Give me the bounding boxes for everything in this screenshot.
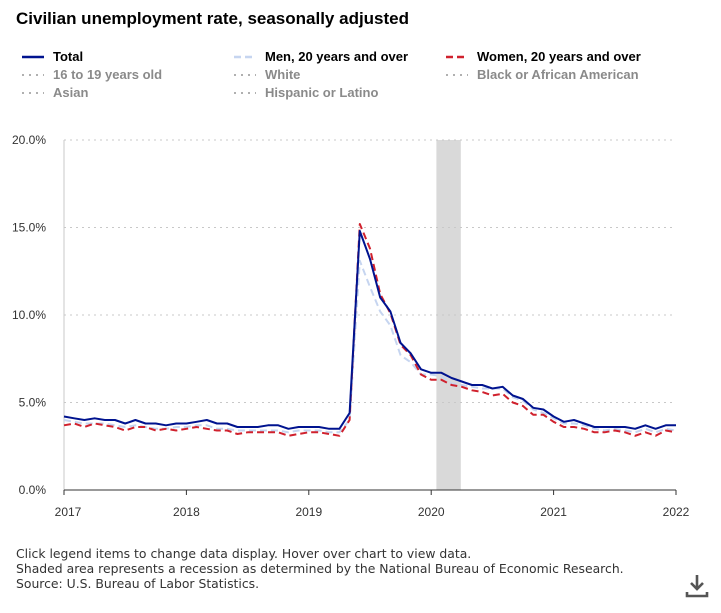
download-arrow-icon bbox=[685, 575, 709, 598]
legend: Total Men, 20 years and over Women, 20 y… bbox=[22, 49, 712, 105]
x-tick-label: 2020 bbox=[418, 505, 445, 519]
legend-label: 16 to 19 years old bbox=[53, 67, 163, 82]
series-line-men-20-years-and-over[interactable] bbox=[63, 259, 677, 434]
series-line-women-20-years-and-over[interactable] bbox=[63, 223, 677, 437]
x-tick-label: 2019 bbox=[295, 505, 322, 519]
series-line-total[interactable] bbox=[63, 230, 676, 430]
legend-swatch-icon bbox=[234, 91, 256, 94]
footer-recession-note: Shaded area represents a recession as de… bbox=[16, 561, 624, 576]
y-tick-label: 20.0% bbox=[12, 133, 46, 147]
download-icon[interactable] bbox=[684, 572, 710, 600]
x-tick-label: 2018 bbox=[173, 505, 200, 519]
y-tick-label: 5.0% bbox=[19, 396, 47, 410]
legend-label: Black or African American bbox=[477, 67, 639, 82]
legend-item-hispanic-or-latino[interactable]: Hispanic or Latino bbox=[234, 85, 378, 100]
legend-swatch-icon bbox=[234, 73, 256, 76]
chart-footer: Click legend items to change data displa… bbox=[16, 546, 624, 591]
legend-item-black-or-african-american[interactable]: Black or African American bbox=[446, 67, 639, 82]
legend-item-white[interactable]: White bbox=[234, 67, 300, 82]
legend-item-total[interactable]: Total bbox=[22, 49, 83, 64]
legend-swatch-icon bbox=[22, 55, 44, 58]
legend-item-men-20-and-over[interactable]: Men, 20 years and over bbox=[234, 49, 408, 64]
legend-swatch-icon bbox=[446, 55, 468, 58]
legend-item-women-20-and-over[interactable]: Women, 20 years and over bbox=[446, 49, 641, 64]
footer-source: Source: U.S. Bureau of Labor Statistics. bbox=[16, 576, 260, 591]
footer-instructions: Click legend items to change data displa… bbox=[16, 546, 472, 561]
y-tick-label: 15.0% bbox=[12, 221, 46, 235]
x-tick-label: 2021 bbox=[540, 505, 567, 519]
legend-swatch-icon bbox=[22, 73, 44, 76]
x-tick-label: 2022 bbox=[663, 505, 690, 519]
x-tick-label: 2017 bbox=[55, 505, 82, 519]
chart-title: Civilian unemployment rate, seasonally a… bbox=[16, 9, 410, 28]
line-chart[interactable]: 0.0% 5.0% 10.0% 15.0% 20.0% 2017 2018 2019 2020 2… bbox=[0, 120, 721, 530]
legend-swatch-icon bbox=[446, 73, 468, 76]
legend-label: Total bbox=[53, 49, 84, 64]
legend-label: Women, 20 years and over bbox=[477, 49, 641, 64]
legend-item-16-to-19[interactable]: 16 to 19 years old bbox=[22, 67, 162, 82]
legend-swatch-icon bbox=[234, 55, 256, 58]
legend-label: Hispanic or Latino bbox=[265, 85, 379, 100]
legend-label: Men, 20 years and over bbox=[265, 49, 409, 64]
y-tick-label: 10.0% bbox=[12, 308, 46, 322]
legend-item-asian[interactable]: Asian bbox=[22, 85, 88, 100]
legend-label: Asian bbox=[53, 85, 89, 100]
legend-label: White bbox=[265, 67, 301, 82]
legend-swatch-icon bbox=[22, 91, 44, 94]
y-tick-label: 0.0% bbox=[19, 483, 47, 497]
